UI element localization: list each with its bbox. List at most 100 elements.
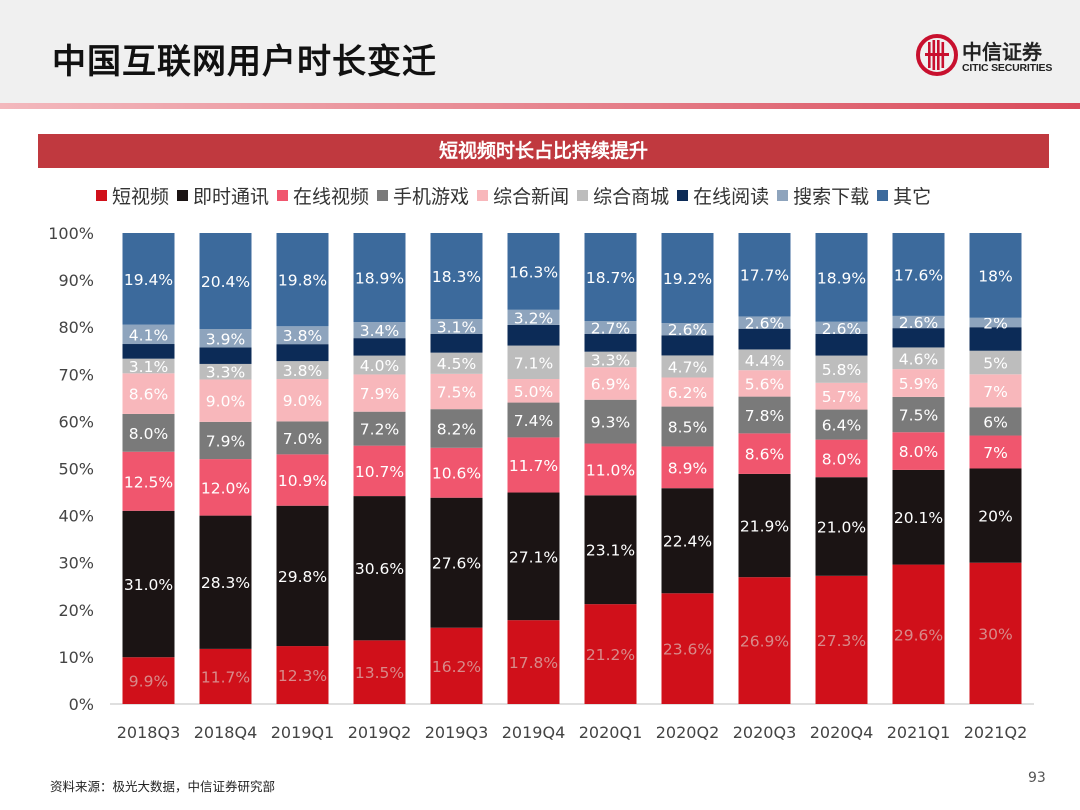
data-label: 13.5%	[355, 664, 404, 682]
bar-segment	[353, 445, 406, 497]
bar-segment	[892, 432, 945, 470]
bar-segment	[353, 496, 406, 641]
data-label: 3.1%	[129, 358, 168, 376]
bar-segment	[661, 446, 714, 489]
bar-segment	[584, 367, 637, 400]
data-label: 28.3%	[201, 574, 250, 592]
data-label: 3.4%	[360, 322, 399, 340]
bar-segment	[276, 421, 329, 455]
bar-segment	[353, 322, 406, 339]
bar-segment	[738, 577, 791, 704]
data-label: 4.6%	[899, 350, 938, 368]
bar-segment	[199, 329, 252, 348]
bar-segment	[122, 657, 175, 704]
bar-segment	[661, 335, 714, 356]
bar-segment	[815, 333, 868, 356]
x-tick-label: 2019Q2	[348, 723, 412, 742]
bar-segment	[969, 350, 1022, 375]
data-label: 30%	[978, 625, 1012, 643]
data-label: 6.9%	[591, 375, 630, 393]
citic-emblem-icon	[916, 34, 958, 76]
bar-segment	[815, 382, 868, 410]
bar-segment	[661, 593, 714, 704]
legend-swatch	[277, 189, 289, 201]
data-label: 12.0%	[201, 479, 250, 497]
bar-segment	[815, 409, 868, 440]
bar-segment	[507, 620, 560, 704]
data-label: 19.8%	[278, 272, 327, 290]
data-label: 7.8%	[745, 407, 784, 425]
chart-legend: 短视频 即时通讯 在线视频 手机游戏 综合新闻 综合商城 在线阅读 搜索下载 其它	[96, 182, 939, 208]
bar-segment	[122, 373, 175, 414]
x-tick-label: 2018Q4	[194, 723, 258, 742]
bar-segment	[353, 233, 406, 323]
bar-segment	[353, 355, 406, 375]
logo-subtitle: CITIC SECURITIES	[962, 62, 1053, 74]
bar-segment	[584, 495, 637, 605]
legend-swatch	[377, 189, 389, 201]
bar-segment	[584, 321, 637, 334]
data-label: 4.4%	[745, 352, 784, 370]
data-label: 3.3%	[206, 364, 245, 382]
bar-segment	[969, 327, 1022, 351]
bar-segment	[507, 437, 560, 493]
x-tick-label: 2020Q2	[656, 723, 720, 742]
legend-item: 综合商城	[577, 182, 669, 209]
y-tick-label: 50%	[58, 460, 94, 479]
data-label: 9.3%	[591, 414, 630, 432]
legend-label: 手机游戏	[393, 185, 470, 208]
data-label: 17.8%	[509, 654, 558, 672]
bar-segment	[892, 396, 945, 433]
bar-segment	[122, 324, 175, 345]
data-label: 10.6%	[432, 465, 481, 483]
legend-item: 即时通讯	[177, 182, 269, 209]
bar-segment	[276, 505, 329, 647]
data-label: 5.0%	[514, 383, 553, 401]
y-tick-label: 80%	[58, 318, 94, 337]
bar-segment	[969, 562, 1022, 704]
bar-segment	[738, 433, 791, 474]
data-label: 7.0%	[283, 430, 322, 448]
legend-label: 其它	[893, 185, 932, 208]
bar-segment	[738, 473, 791, 578]
bar-segment	[815, 477, 868, 576]
bar-segment	[276, 326, 329, 345]
data-label: 3.2%	[514, 309, 553, 327]
bar-segment	[122, 233, 175, 325]
bar-segment	[430, 319, 483, 334]
bar-segment	[353, 374, 406, 412]
data-label: 2.7%	[591, 319, 630, 337]
legend-label: 在线阅读	[693, 185, 770, 208]
bar-segment	[507, 402, 560, 438]
data-label: 16.2%	[432, 658, 481, 676]
bar-segment	[430, 333, 483, 353]
legend-item: 在线视频	[277, 182, 369, 209]
data-label: 8.0%	[899, 443, 938, 461]
bar-segment	[969, 374, 1022, 408]
bar-segment	[276, 344, 329, 362]
data-label: 3.1%	[437, 318, 476, 336]
bar-segment	[430, 352, 483, 374]
data-label: 12.5%	[124, 473, 173, 491]
bar-segment	[661, 323, 714, 336]
data-label: 9.9%	[129, 673, 168, 691]
legend-item: 其它	[877, 182, 931, 209]
bar-segment	[738, 233, 791, 317]
legend-item: 手机游戏	[377, 182, 469, 209]
bar-segment	[122, 344, 175, 359]
data-label: 7.5%	[899, 407, 938, 425]
bar-segment	[276, 379, 329, 422]
data-label: 7%	[983, 383, 1008, 401]
data-label: 8.5%	[668, 419, 707, 437]
bar-segment	[199, 648, 252, 704]
data-label: 7.5%	[437, 383, 476, 401]
bar-segment	[969, 468, 1022, 563]
data-label: 7.1%	[514, 354, 553, 372]
bar-segment	[507, 309, 560, 325]
data-label: 4.5%	[437, 355, 476, 373]
y-tick-label: 20%	[58, 601, 94, 620]
data-label: 3.8%	[283, 362, 322, 380]
data-label: 19.2%	[663, 270, 712, 288]
data-label: 30.6%	[355, 560, 404, 578]
data-label: 23.6%	[663, 641, 712, 659]
